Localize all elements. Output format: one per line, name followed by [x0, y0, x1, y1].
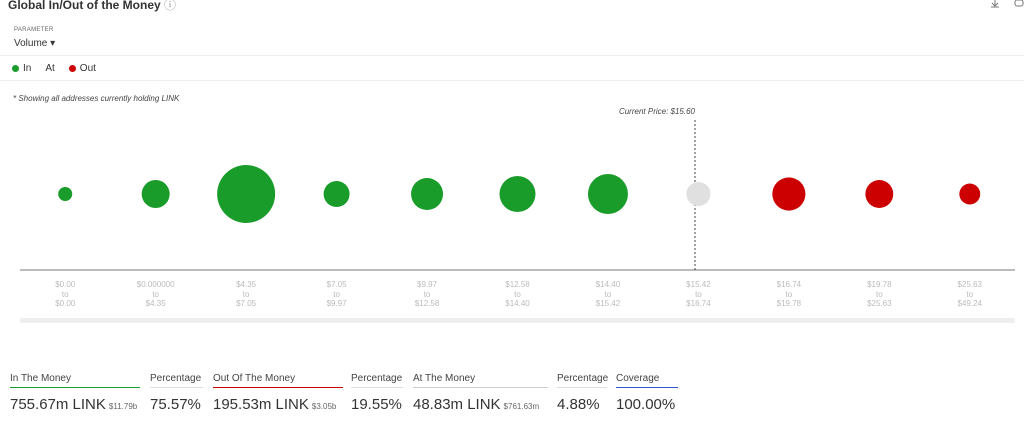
- summary-value: 19.55%: [351, 396, 403, 413]
- bubble: [587, 174, 628, 214]
- scrollbar[interactable]: [20, 318, 1015, 323]
- summary-label: Coverage: [616, 373, 678, 388]
- bubble: [411, 177, 444, 211]
- summary-value: 48.83m LINK $761.63m: [413, 396, 548, 413]
- x-tick-label: $16.74 to $19.78: [776, 280, 802, 308]
- summary-value-text: 4.88%: [557, 396, 600, 413]
- legend-dot: [12, 64, 19, 72]
- bubble: [141, 179, 170, 209]
- bubble: [323, 181, 350, 207]
- x-tick-label: $19.78 to $25.63: [867, 280, 892, 308]
- summary-value-text: 75.57%: [150, 396, 201, 413]
- legend-item[interactable]: In: [12, 63, 31, 74]
- note: * Showing all addresses currently holdin…: [13, 94, 180, 103]
- parameter-label: PARAMETER: [14, 27, 54, 33]
- x-tick-label: $12.58 to $14.40: [505, 280, 530, 308]
- legend-item[interactable]: Out: [68, 63, 96, 74]
- info-icon[interactable]: ⓘ: [164, 0, 177, 12]
- summary-item: Percentage 19.55%: [351, 373, 403, 413]
- legend-text: Out: [79, 63, 96, 74]
- title: Global In/Out of the Money ⓘ: [8, 0, 176, 13]
- legend: In At Out: [12, 63, 96, 74]
- summary-value-text: 19.55%: [351, 396, 402, 413]
- summary-sub: $3.05b: [311, 402, 337, 411]
- summary-value-text: 755.67m LINK: [10, 396, 106, 413]
- bubble: [499, 175, 536, 213]
- summary-sub: $11.79b: [108, 402, 138, 411]
- parameter-select[interactable]: Volume ▾: [14, 38, 56, 49]
- summary-item: Out Of The Money 195.53m LINK $3.05b: [213, 373, 343, 413]
- toolbar-icons[interactable]: [991, 0, 1024, 8]
- title-text: Global In/Out of the Money: [8, 0, 161, 12]
- summary-value: 195.53m LINK $3.05b: [213, 396, 343, 413]
- x-tick-label: $0.00 to $0.00: [55, 280, 76, 308]
- legend-text: At: [45, 63, 55, 74]
- summary-value-text: 195.53m LINK: [213, 396, 309, 413]
- bubble: [217, 165, 276, 223]
- summary-value-text: 48.83m LINK: [413, 396, 501, 413]
- legend-dot: [68, 64, 76, 72]
- x-tick-label: $25.63 to $49.24: [957, 280, 982, 308]
- summary-item: Percentage 75.57%: [150, 373, 203, 413]
- summary-label: At The Money: [413, 373, 548, 388]
- summary-item: In The Money 755.67m LINK $11.79b: [10, 373, 140, 413]
- summary-item: Percentage 4.88%: [557, 373, 608, 413]
- x-tick-label: $15.42 to $16.74: [686, 280, 711, 308]
- bubble: [686, 181, 711, 207]
- legend-text: In: [23, 63, 32, 74]
- x-tick-label: $7.05 to $9.97: [326, 280, 347, 308]
- summary-label: Percentage: [351, 373, 403, 388]
- summary-label: In The Money: [10, 373, 140, 388]
- summary-value: 755.67m LINK $11.79b: [10, 396, 140, 413]
- legend-item[interactable]: At: [45, 63, 54, 74]
- bubble: [58, 186, 73, 202]
- bubble: [865, 180, 894, 208]
- bubble: [959, 183, 981, 205]
- summary-label: Percentage: [557, 373, 608, 388]
- summary-value: 100.00%: [616, 396, 678, 413]
- summary-value-text: 100.00%: [616, 396, 676, 413]
- summary-value: 75.57%: [150, 396, 203, 413]
- x-tick-label: $9.97 to $12.58: [414, 280, 440, 308]
- summary-item: At The Money 48.83m LINK $761.63m: [413, 373, 548, 413]
- summary-sub: $761.63m: [503, 402, 540, 411]
- x-tick-label: $14.40 to $15.42: [595, 280, 621, 308]
- summary-label: Out Of The Money: [213, 373, 343, 388]
- parameter-value[interactable]: Volume: [14, 38, 48, 49]
- summary-label: Percentage: [150, 373, 203, 388]
- separator: [0, 80, 1024, 81]
- x-tick-label: $4.35 to $7.05: [236, 280, 257, 308]
- summary-value: 4.88%: [557, 396, 607, 413]
- annotation: Current Price: $15.60: [619, 107, 696, 116]
- summary-item: Coverage 100.00%: [616, 373, 678, 413]
- x-tick-label: $0.000000 to $4.35: [136, 280, 175, 308]
- bubble: [772, 177, 806, 211]
- separator: [0, 55, 1024, 56]
